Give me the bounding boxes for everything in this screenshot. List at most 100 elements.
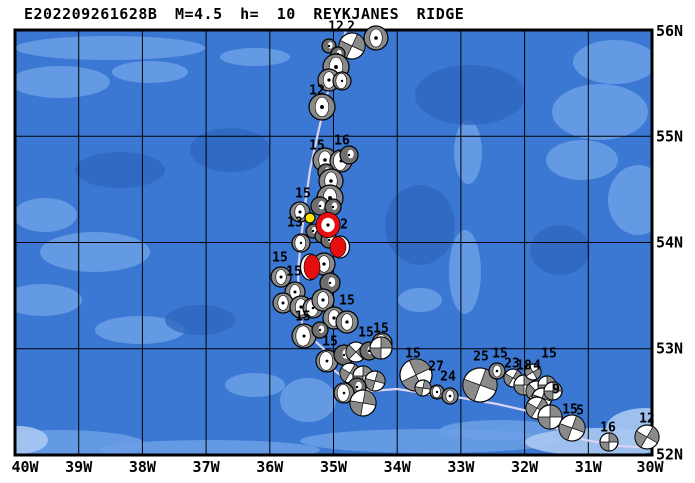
lat-axis-label: 54N <box>656 234 683 252</box>
beachball-white-lobe <box>318 200 325 210</box>
beachball-center-dot <box>299 305 303 309</box>
beachball <box>332 71 352 91</box>
beachball <box>349 389 377 417</box>
ocean-patch <box>15 426 48 454</box>
beachball-center-dot <box>327 78 331 82</box>
axis-labels: 40W 39W 38W 37W 36W 35W 34W 33W 32W 31W 30W 56N 55N 5… <box>11 22 683 476</box>
mechanism-number-label: 15 <box>295 310 311 325</box>
beachball-center-dot <box>323 158 327 162</box>
mechanism-number-label: 9 <box>552 383 560 398</box>
beachball-quadrant <box>524 364 534 377</box>
mechanism-number-label: 18 <box>516 359 532 374</box>
beachball-quadrant <box>549 404 563 418</box>
beachball-center-dot <box>435 390 439 394</box>
ocean-patch <box>40 232 150 272</box>
beachball <box>414 379 432 397</box>
ocean-patch <box>552 84 648 140</box>
mechanism-number-label: 2 <box>347 20 355 35</box>
beachball-center-dot <box>322 262 326 266</box>
ocean-patch <box>225 373 285 397</box>
lon-axis-label: 38W <box>129 458 157 476</box>
beachball-center-dot <box>340 79 344 83</box>
beachball-center-dot <box>318 204 322 208</box>
mechanism-number-label: 15 <box>339 294 355 309</box>
red-mechanism <box>329 236 347 258</box>
ocean-patch <box>385 185 455 265</box>
beachball-center-dot <box>311 306 315 310</box>
mechanism-number-label: 15 <box>272 251 288 266</box>
mechanism-number-label: 27 <box>428 360 444 375</box>
mechanism-number-label: 12 <box>309 84 325 99</box>
beachball-center-dot <box>334 65 338 69</box>
beachball <box>270 266 292 288</box>
red-mechanism <box>303 254 321 280</box>
lon-axis-label: 37W <box>193 458 221 476</box>
beachball <box>291 323 317 349</box>
ocean-patch <box>440 420 560 440</box>
beachball-quadrant <box>462 378 481 402</box>
beachball <box>311 288 335 312</box>
beachball-quadrant <box>558 423 573 441</box>
beachball-quadrant <box>525 402 538 419</box>
lon-axis-label: 34W <box>384 458 412 476</box>
beachball-center-dot <box>331 205 335 209</box>
mechanism-number-label: 12 <box>328 20 344 35</box>
mechanism-number-label: 15 <box>358 326 374 341</box>
yellow-event-dot <box>304 212 316 224</box>
beachball <box>291 233 311 253</box>
beachball-white-lobe <box>347 149 354 159</box>
beachball-center-dot <box>327 238 331 242</box>
map-frame <box>13 28 654 457</box>
beachball <box>335 310 359 334</box>
beachball-center-dot <box>328 281 332 285</box>
beachball-quadrant <box>374 370 386 385</box>
beachball-center-dot <box>320 105 324 109</box>
beachball-center-dot <box>367 349 371 353</box>
beachball-quadrant <box>339 367 351 383</box>
beachball <box>339 145 359 165</box>
beachball-quadrant <box>362 389 377 406</box>
beachball-quadrant <box>646 426 660 444</box>
lat-axis-label: 55N <box>656 128 683 146</box>
beachball-quadrant <box>543 390 554 401</box>
beachball-center-dot <box>332 316 336 320</box>
mechanism-number-label: 15 <box>295 187 311 202</box>
ocean-patch <box>546 140 618 180</box>
red-mechanism-dot <box>326 223 330 227</box>
beachball-center-dot <box>345 320 349 324</box>
beachball <box>429 384 445 400</box>
beachball <box>369 336 393 360</box>
beachball-quadrant <box>608 432 619 443</box>
beachball-quadrant <box>349 400 364 417</box>
beachball <box>308 93 336 121</box>
beachball-quadrant <box>599 441 610 452</box>
beachball <box>319 272 341 294</box>
beachball-quadrant <box>513 384 525 396</box>
mechanism-number-label: 15 <box>492 347 508 362</box>
graticule-grid <box>15 30 652 455</box>
beachball-center-dot <box>448 394 452 398</box>
ocean-patch <box>449 230 481 314</box>
ocean-patch <box>220 48 290 66</box>
ocean-patch <box>280 378 336 422</box>
beachball-white-lobe <box>355 381 362 391</box>
beachball-center-dot <box>325 359 329 363</box>
lon-axis-label: 39W <box>65 458 93 476</box>
lon-axis-label: 40W <box>11 458 39 476</box>
beachball-center-dot <box>327 44 331 48</box>
mechanism-number-label: 16 <box>600 421 616 436</box>
beachball-center-dot <box>302 334 306 338</box>
beachball <box>272 292 294 314</box>
mechanism-number-label: 12 <box>639 412 655 427</box>
beachball-quadrant <box>414 386 424 397</box>
lon-axis-label: 35W <box>320 458 348 476</box>
ocean-patch <box>15 36 205 60</box>
beachball <box>488 362 506 380</box>
mechanism-number-label: 2 <box>340 218 348 233</box>
beachball <box>364 370 386 392</box>
mechanism-number-label: 25 <box>473 350 489 365</box>
mechanism-number-label: 15 <box>322 335 338 350</box>
mechanism-number-label: 15 <box>373 322 389 337</box>
